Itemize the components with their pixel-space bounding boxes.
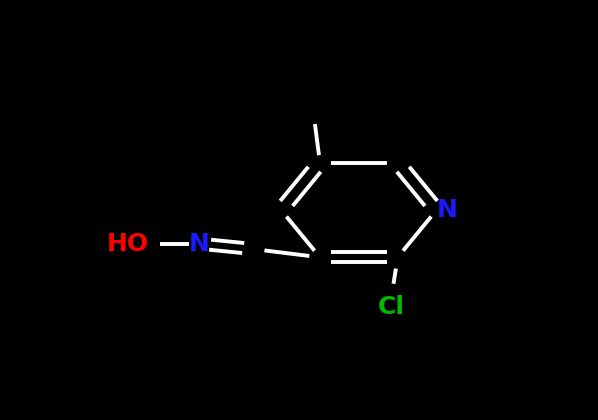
Text: N: N	[189, 232, 210, 256]
Text: HO: HO	[107, 232, 149, 256]
Text: N: N	[437, 198, 457, 222]
Text: Cl: Cl	[378, 295, 405, 319]
